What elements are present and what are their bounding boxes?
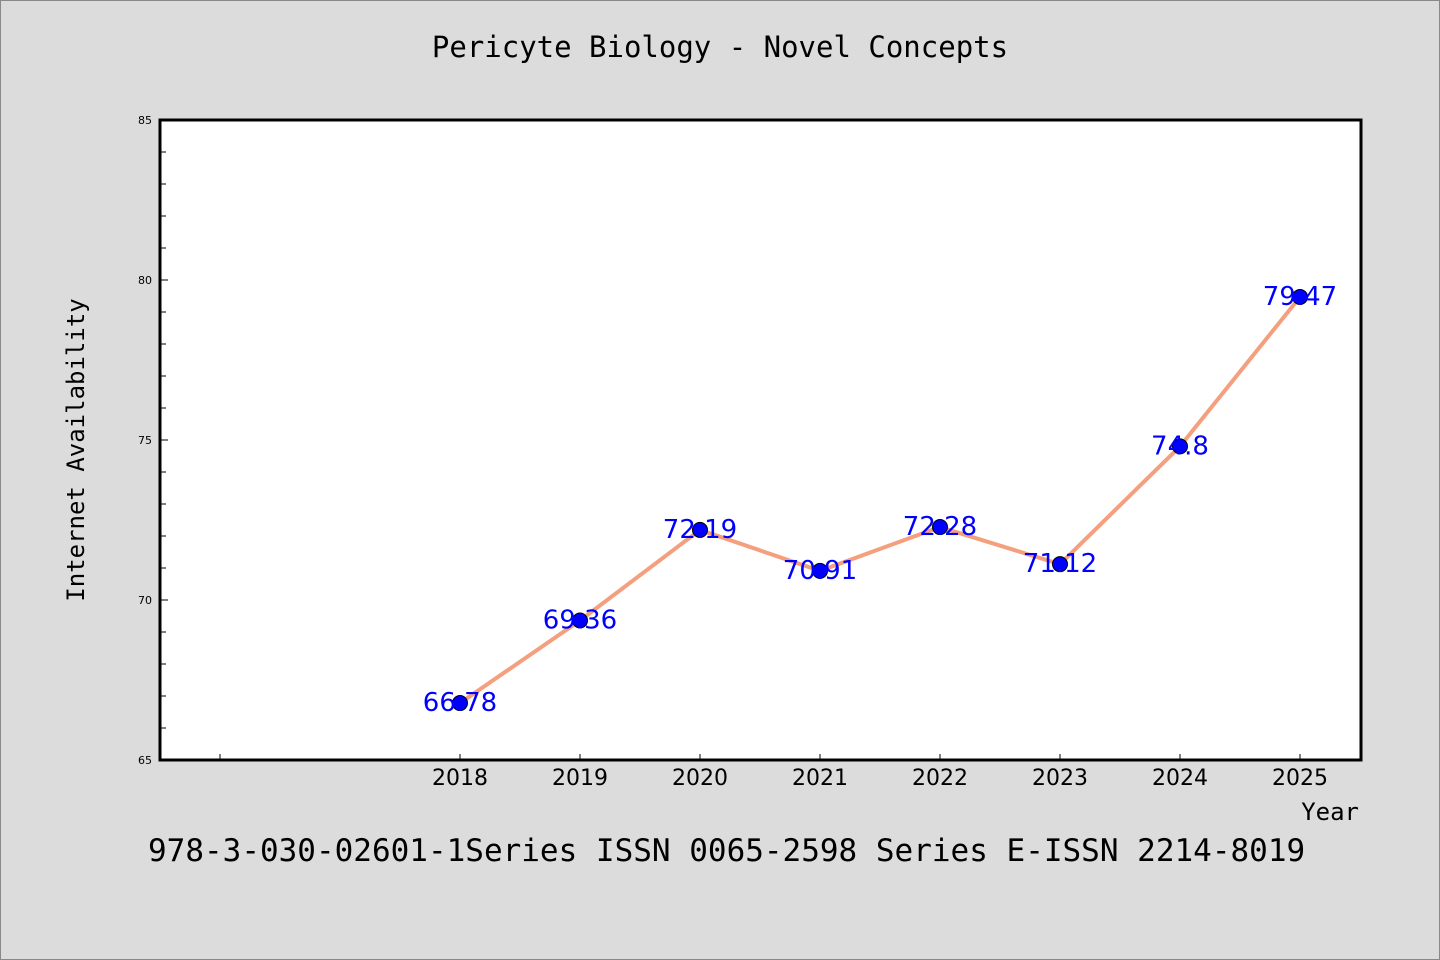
series-line xyxy=(458,294,1302,706)
data-point xyxy=(1052,556,1068,573)
data-point xyxy=(1292,288,1308,305)
series-markers xyxy=(452,288,1308,712)
data-label: 70.91 xyxy=(783,556,857,586)
data-point xyxy=(572,612,588,629)
plot-area xyxy=(158,118,1363,762)
data-point xyxy=(452,695,468,712)
x-tick-label: 2024 xyxy=(1152,766,1208,791)
x-tick-label: 2023 xyxy=(1032,766,1088,791)
x-tick-label: 2025 xyxy=(1272,766,1328,791)
y-tick-label: 70 xyxy=(138,594,152,607)
data-label: 72.28 xyxy=(903,512,977,542)
data-labels: 66.78 69.36 72.19 70.91 72.28 71.12 74.8 79.47 xyxy=(423,282,1337,718)
x-tick-label: 2020 xyxy=(672,766,728,791)
data-point xyxy=(1172,438,1188,455)
data-point xyxy=(692,521,708,538)
x-tick-label: 2019 xyxy=(552,766,608,791)
chart-title: Pericyte Biology - Novel Concepts xyxy=(431,30,1009,64)
data-label: 71.12 xyxy=(1023,549,1097,579)
data-point xyxy=(932,519,948,536)
footer-isbn-text: 978-3-030-02601-1Series ISSN 0065-2598 S… xyxy=(148,833,1306,869)
data-label: 79.47 xyxy=(1263,282,1337,312)
x-tick-label: 2021 xyxy=(792,766,848,791)
y-tick-label: 75 xyxy=(138,434,152,447)
y-tick-label: 80 xyxy=(138,274,152,287)
y-tick-label: 85 xyxy=(138,114,152,127)
x-tick-label: 2018 xyxy=(432,766,488,791)
data-point xyxy=(812,562,828,579)
y-axis-label: Internet Availability xyxy=(62,298,90,601)
series-polyline xyxy=(458,294,1302,706)
x-axis: 2018 2019 2020 2021 2022 2023 2024 2025 xyxy=(219,754,1328,791)
y-axis: 65 70 75 80 85 xyxy=(138,114,168,767)
data-label: 69.36 xyxy=(543,605,617,635)
data-label: 74.8 xyxy=(1151,431,1209,461)
y-tick-label: 65 xyxy=(138,754,152,767)
x-tick-label: 2022 xyxy=(912,766,968,791)
data-label: 66.78 xyxy=(423,688,497,718)
data-label: 72.19 xyxy=(663,515,737,545)
x-axis-label: Year xyxy=(1301,798,1359,826)
